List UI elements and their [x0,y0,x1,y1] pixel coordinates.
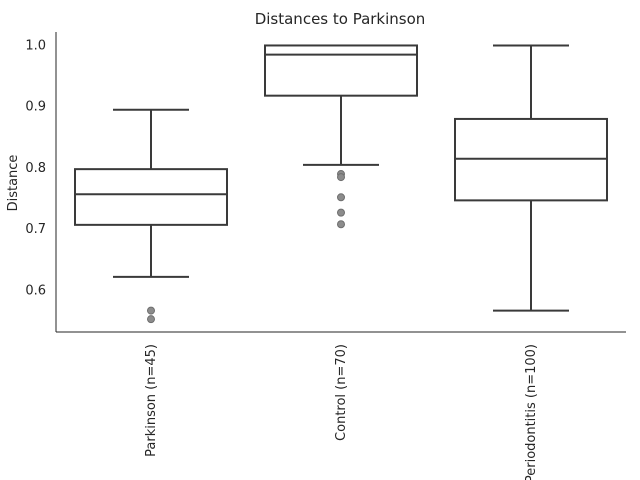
x-tick-label: Parkinson (n=45) [144,344,159,457]
chart-title: Distances to Parkinson [255,10,426,28]
x-tick-label: Control (n=70) [334,344,349,441]
interquartile-box [264,44,418,97]
interquartile-box [74,168,228,226]
box-1 [74,108,228,324]
box-3 [454,44,608,312]
y-tick-label: 0.8 [25,161,46,176]
y-tick-label: 1.0 [25,38,46,53]
outlier-point [337,173,345,182]
y-tick-label: 0.6 [25,283,46,298]
x-tick-label: Periodontitis (n=100) [524,344,539,480]
y-tick-label: 0.7 [25,222,46,237]
outlier-point [147,306,155,315]
outlier-point [337,220,345,229]
x-axis-labels: Parkinson (n=45) Control (n=70) Periodonti… [144,344,539,480]
boxes [74,44,608,324]
y-axis-ticks: 0.6 0.7 0.8 0.9 1.0 [25,38,46,298]
outlier-point [337,208,345,217]
y-axis-title: Distance [6,155,21,212]
outlier-point [147,315,155,324]
y-tick-label: 0.9 [25,100,46,115]
axes [55,32,626,333]
outlier-point [337,193,345,202]
box-2 [264,44,418,229]
